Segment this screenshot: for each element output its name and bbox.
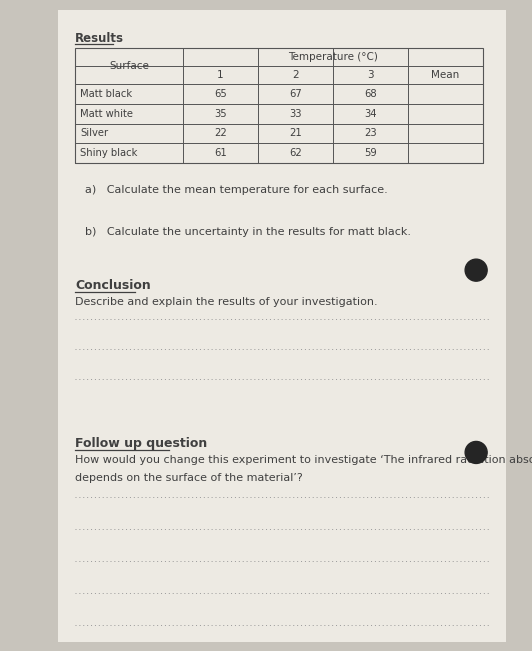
Text: Follow up question: Follow up question xyxy=(75,437,207,450)
Text: 59: 59 xyxy=(364,148,377,158)
Text: Matt black: Matt black xyxy=(80,89,132,99)
Text: Mean: Mean xyxy=(431,70,460,80)
Text: Silver: Silver xyxy=(80,128,108,139)
Text: a)   Calculate the mean temperature for each surface.: a) Calculate the mean temperature for ea… xyxy=(85,185,388,195)
Text: 61: 61 xyxy=(214,148,227,158)
Text: b)   Calculate the uncertainty in the results for matt black.: b) Calculate the uncertainty in the resu… xyxy=(85,227,411,237)
Text: 1: 1 xyxy=(217,70,224,80)
Text: Shiny black: Shiny black xyxy=(80,148,137,158)
Text: 34: 34 xyxy=(364,109,377,118)
Text: 67: 67 xyxy=(289,89,302,99)
Text: 2: 2 xyxy=(292,70,299,80)
Text: 21: 21 xyxy=(289,128,302,139)
Circle shape xyxy=(465,441,487,464)
Text: 33: 33 xyxy=(289,109,302,118)
Text: Results: Results xyxy=(75,32,124,45)
Bar xyxy=(75,48,483,163)
Text: 35: 35 xyxy=(214,109,227,118)
Text: 23: 23 xyxy=(364,128,377,139)
Text: How would you change this experiment to investigate ‘The infrared radiation abso: How would you change this experiment to … xyxy=(75,455,532,465)
Text: 3: 3 xyxy=(367,70,374,80)
Text: Describe and explain the results of your investigation.: Describe and explain the results of your… xyxy=(75,297,378,307)
Bar xyxy=(58,10,506,642)
Text: Temperature (°C): Temperature (°C) xyxy=(288,52,378,62)
Text: 68: 68 xyxy=(364,89,377,99)
Text: depends on the surface of the material’?: depends on the surface of the material’? xyxy=(75,473,303,483)
Text: 62: 62 xyxy=(289,148,302,158)
Text: Surface: Surface xyxy=(109,61,149,71)
Circle shape xyxy=(465,259,487,281)
Text: Conclusion: Conclusion xyxy=(75,279,151,292)
Text: 22: 22 xyxy=(214,128,227,139)
Text: 65: 65 xyxy=(214,89,227,99)
Text: Matt white: Matt white xyxy=(80,109,133,118)
